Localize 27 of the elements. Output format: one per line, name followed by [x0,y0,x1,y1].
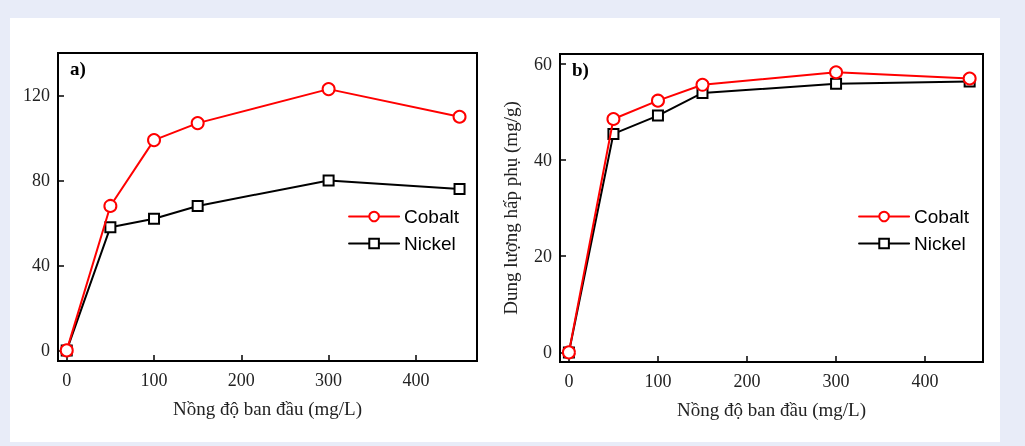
annotation: b) [572,59,589,81]
y-axis-title: Dung lượng hấp phụ (mg/g) [500,101,522,315]
y-tick-label: 60 [534,53,552,74]
x-tick-label: 0 [62,370,72,390]
y-tick-label: 40 [32,255,50,276]
y-tick-label: 0 [41,340,50,361]
x-tick-label: 100 [140,370,168,390]
y-tick-label: 40 [534,149,552,170]
x-tick-label: 300 [315,370,343,390]
legend-label: Cobalt [914,206,970,227]
annotation: a) [70,58,86,80]
legend-label: Cobalt [404,206,460,227]
x-tick-label: 100 [644,371,672,391]
x-tick-label: 200 [227,370,255,390]
y-tick-label: 120 [23,85,50,106]
x-tick-label: 200 [733,371,761,391]
x-tick-label: 300 [822,371,850,391]
x-axis-title: Nồng độ ban đầu (mg/L) [677,399,866,421]
y-tick-label: 0 [543,342,552,363]
legend-label: Nickel [404,233,456,254]
y-tick-label: 20 [534,246,552,267]
x-tick-label: 0 [564,371,574,391]
x-tick-label: 400 [911,371,939,391]
legend-label: Nickel [914,233,966,254]
x-axis-title: Nồng độ ban đầu (mg/L) [173,398,362,420]
x-tick-label: 400 [402,370,430,390]
y-tick-label: 80 [32,170,50,191]
